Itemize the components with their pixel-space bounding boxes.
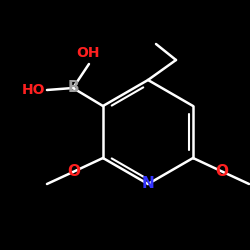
Text: OH: OH [76, 46, 100, 60]
Text: O: O [68, 164, 80, 178]
Text: HO: HO [22, 83, 45, 97]
Text: O: O [216, 164, 228, 178]
Text: N: N [142, 176, 154, 192]
Text: B: B [67, 80, 79, 96]
